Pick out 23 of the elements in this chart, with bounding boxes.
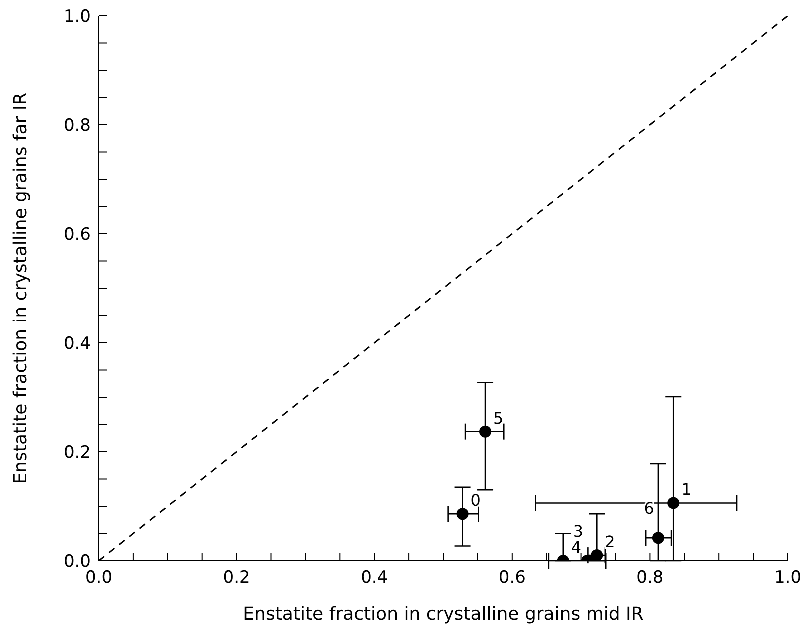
- x-axis-title: Enstatite fraction in crystalline grains mid IR: [243, 604, 644, 624]
- point: [480, 426, 492, 438]
- annotation: 3: [573, 522, 584, 541]
- annotation: 2: [605, 532, 616, 552]
- annotation: 4: [571, 538, 582, 557]
- y-tick-label: 0.6: [64, 225, 91, 246]
- x-tick-label: 0.2: [223, 568, 250, 588]
- y-tick-label: 0.2: [64, 443, 91, 464]
- annotation: 0: [470, 491, 481, 510]
- x-tick-label: 0.6: [498, 568, 526, 588]
- y-tick-label: 0.8: [64, 116, 91, 136]
- x-tick-label: 0.4: [361, 568, 388, 588]
- x-tick-label: 0.8: [636, 568, 664, 588]
- y-axis-title: Enstatite fraction in crystalline grains far IR: [10, 92, 32, 484]
- x-tick-label: 0.0: [85, 568, 113, 588]
- point: [668, 497, 680, 510]
- point: [456, 508, 469, 520]
- x-tick-label: 1.0: [774, 568, 802, 588]
- point: [652, 532, 664, 544]
- annotation: 5: [494, 408, 504, 428]
- y-tick-label: 0.4: [64, 334, 91, 354]
- y-tick-label: 1.0: [64, 7, 91, 28]
- annotation: 1: [682, 480, 692, 500]
